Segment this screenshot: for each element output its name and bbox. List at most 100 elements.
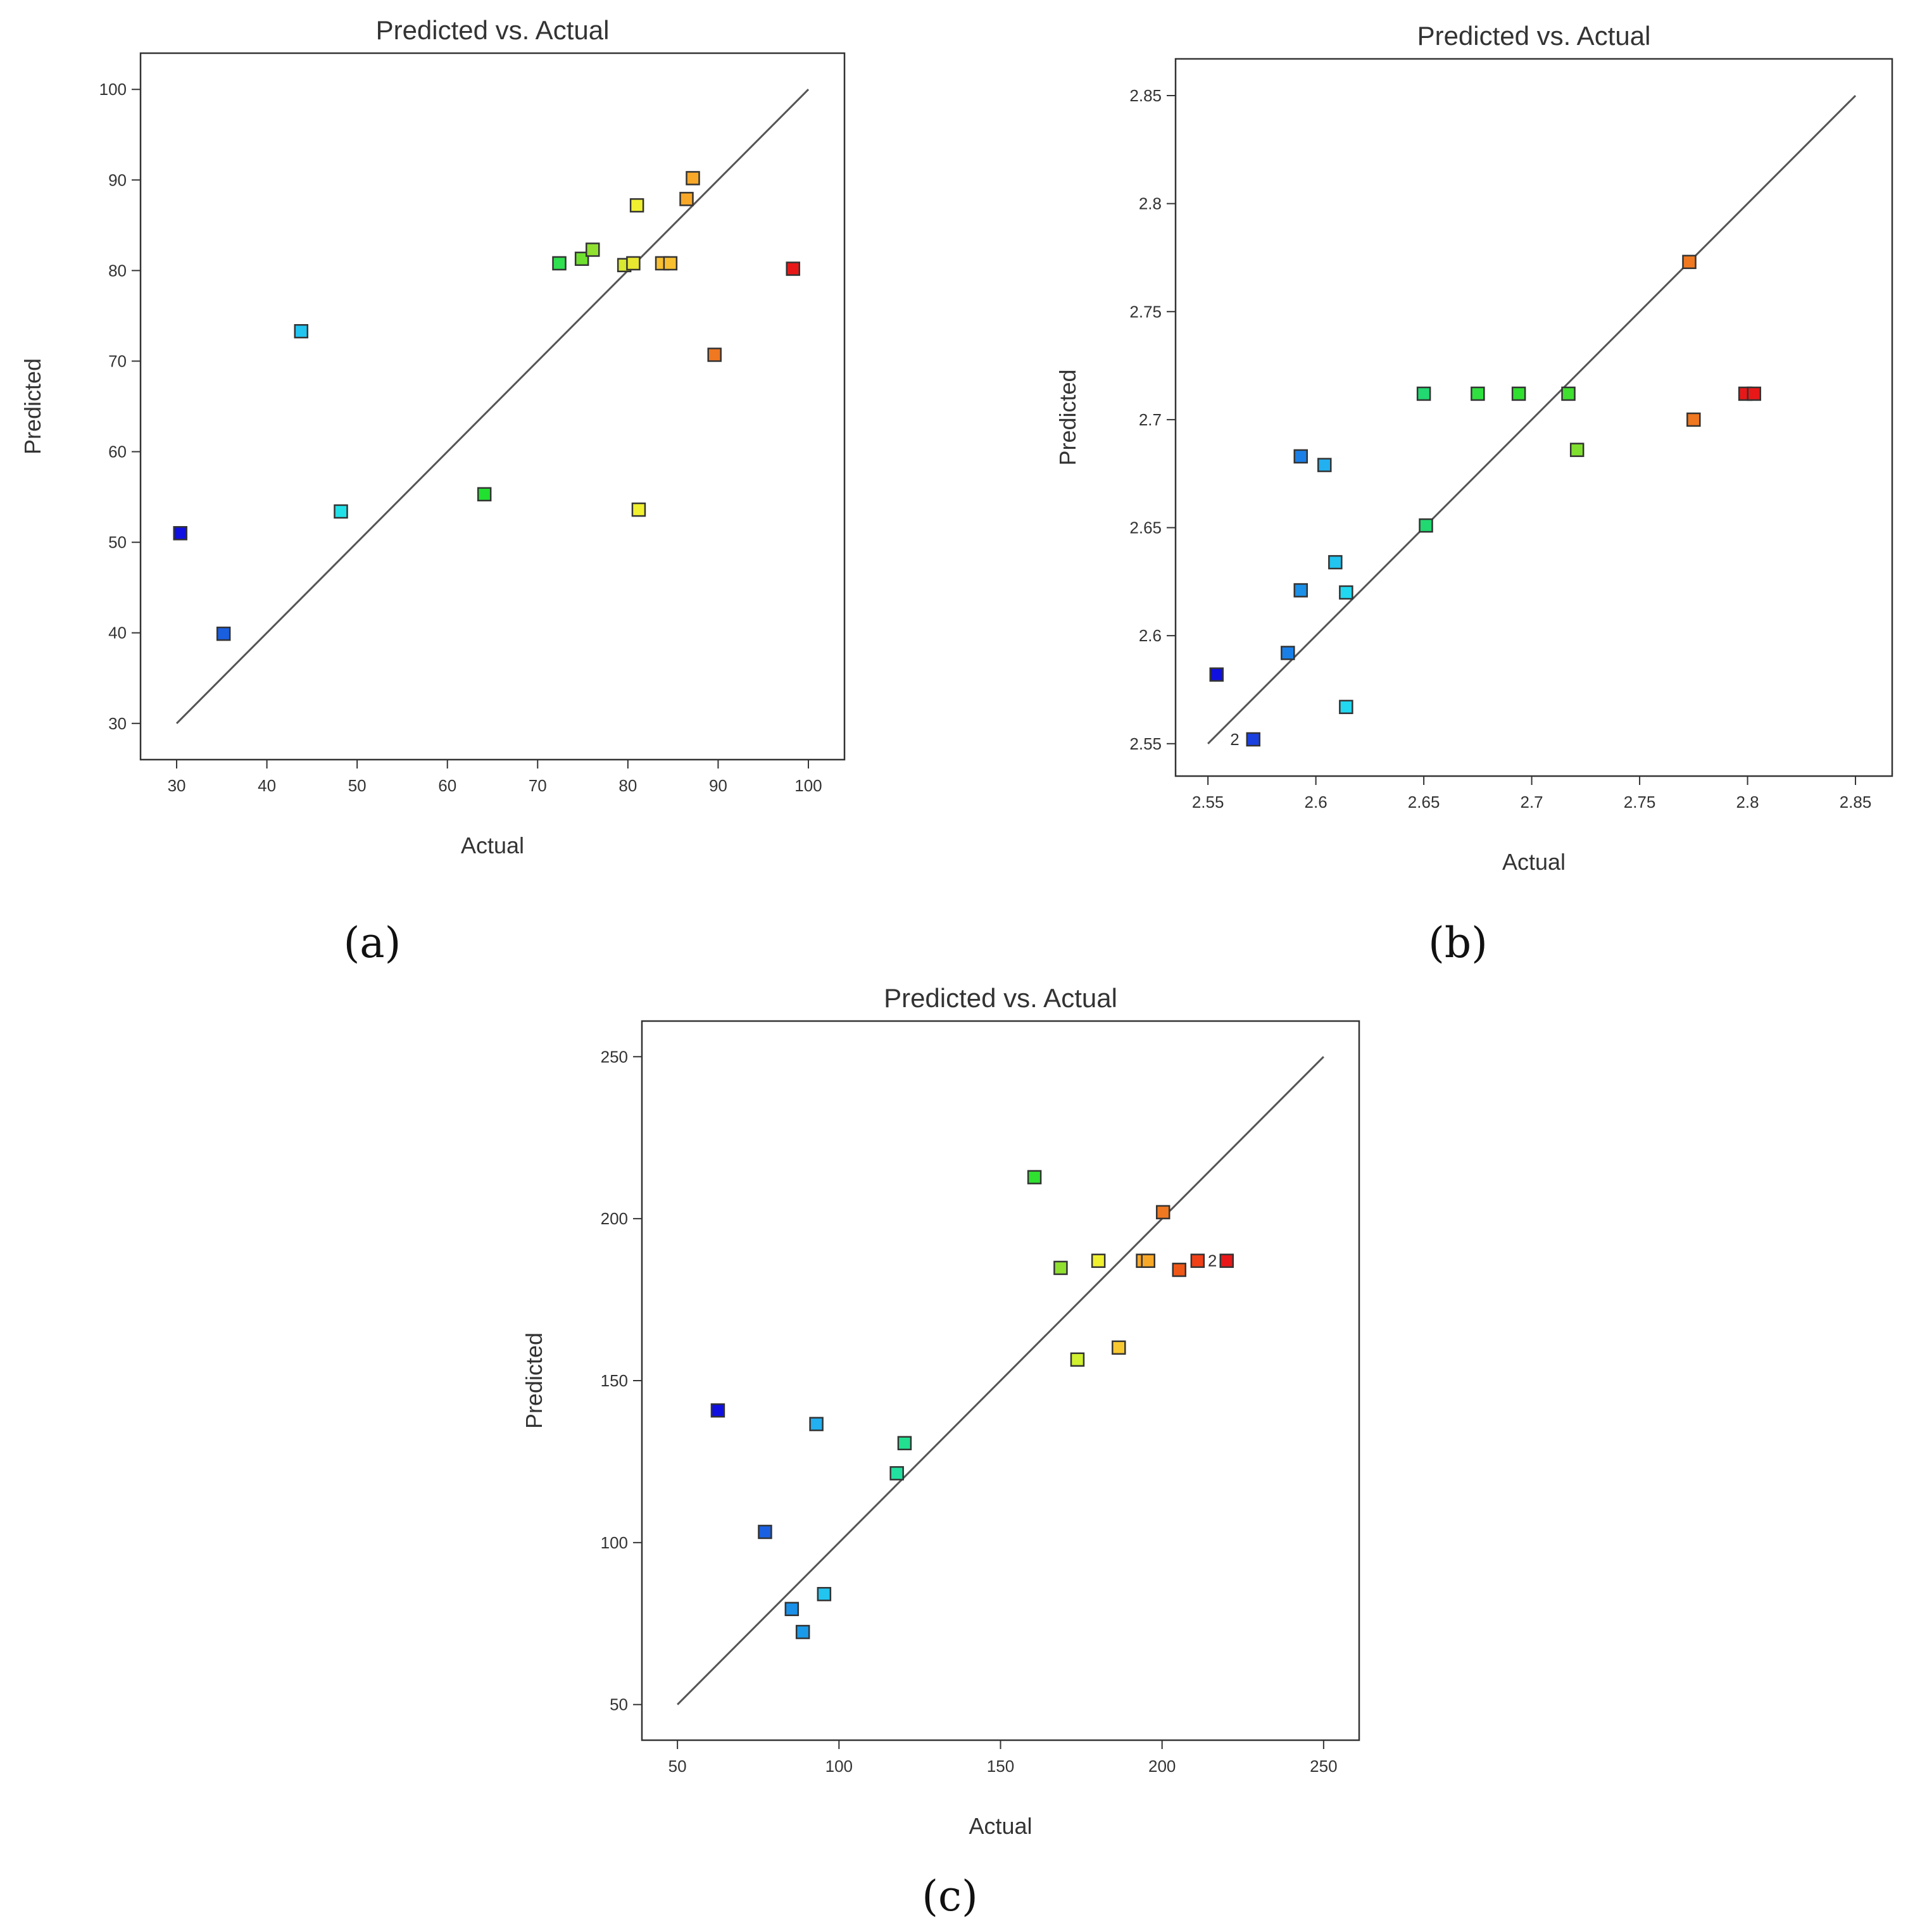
chart-title: Predicted vs. Actual bbox=[1417, 21, 1651, 51]
reference-line bbox=[677, 1056, 1324, 1705]
data-point bbox=[1747, 386, 1762, 401]
data-point bbox=[1141, 1253, 1155, 1268]
data-point bbox=[1569, 442, 1585, 457]
y-tick-label: 2.6 bbox=[1139, 626, 1162, 645]
data-point bbox=[574, 251, 589, 267]
data-point bbox=[758, 1524, 772, 1540]
data-point bbox=[817, 1586, 832, 1602]
data-point bbox=[686, 171, 700, 185]
x-tick-label: 100 bbox=[825, 1757, 853, 1776]
x-tick-label: 2.75 bbox=[1624, 793, 1656, 812]
data-point bbox=[334, 504, 348, 519]
x-tick-label: 150 bbox=[987, 1757, 1014, 1776]
x-tick-label: 90 bbox=[709, 776, 727, 795]
y-tick-label: 50 bbox=[610, 1695, 628, 1714]
y-tick-label: 150 bbox=[601, 1371, 628, 1390]
data-point bbox=[1471, 386, 1485, 401]
data-point bbox=[1339, 585, 1353, 600]
x-tick-label: 70 bbox=[529, 776, 547, 795]
x-tick-label: 250 bbox=[1310, 1757, 1337, 1776]
y-tick-label: 2.8 bbox=[1139, 194, 1162, 213]
chart-c: Predicted vs. Actual 50 100 150 200 250 50 100 1… bbox=[521, 983, 1360, 1921]
data-point bbox=[477, 487, 492, 502]
chart-a: Predicted vs. Actual 30 40 50 60 70 80 90 100 30 4… bbox=[20, 15, 846, 967]
y-tick-label: 100 bbox=[99, 80, 127, 99]
data-point bbox=[1027, 1170, 1042, 1184]
y-tick-label: 70 bbox=[108, 351, 127, 370]
data-point bbox=[1339, 699, 1353, 715]
reference-line bbox=[1207, 94, 1857, 744]
y-tick-label: 2.55 bbox=[1129, 734, 1162, 753]
data-point bbox=[1155, 1205, 1171, 1220]
data-point bbox=[795, 1624, 810, 1640]
x-tick-label: 50 bbox=[348, 776, 367, 795]
chart-b: Predicted vs. Actual 2.55 2.6 2.65 2.7 2.75 2.… bbox=[1055, 21, 1893, 967]
data-point bbox=[1511, 386, 1526, 401]
y-tick-label: 50 bbox=[108, 533, 127, 552]
y-axis-label: Predicted bbox=[1055, 369, 1081, 465]
y-tick-label: 30 bbox=[108, 714, 127, 733]
data-point bbox=[585, 242, 600, 257]
data-point bbox=[1091, 1253, 1106, 1268]
x-tick-label: 60 bbox=[438, 776, 456, 795]
y-tick-label: 200 bbox=[601, 1209, 628, 1228]
point-count-label: 2 bbox=[1208, 1251, 1217, 1270]
y-tick-label: 2.65 bbox=[1129, 518, 1162, 537]
x-tick-label: 40 bbox=[258, 776, 276, 795]
y-axis-label: Predicted bbox=[521, 1333, 547, 1429]
y-tick-label: 60 bbox=[108, 442, 127, 461]
x-tick-label: 2.8 bbox=[1736, 793, 1759, 812]
data-point bbox=[707, 348, 722, 362]
x-tick-label: 2.65 bbox=[1408, 793, 1440, 812]
data-point bbox=[1293, 449, 1309, 464]
x-axis-label: Actual bbox=[461, 832, 524, 858]
data-point bbox=[631, 502, 646, 517]
data-point bbox=[552, 256, 567, 271]
x-tick-label: 80 bbox=[618, 776, 637, 795]
data-point bbox=[710, 1403, 725, 1418]
y-tick-label: 2.7 bbox=[1139, 410, 1162, 429]
y-tick-label: 2.75 bbox=[1129, 302, 1162, 321]
data-point bbox=[216, 626, 231, 641]
data-point bbox=[629, 198, 644, 213]
data-point bbox=[1219, 1253, 1234, 1268]
panel-caption: (b) bbox=[1428, 919, 1488, 967]
panel-caption: (a) bbox=[344, 919, 401, 967]
y-tick-label: 2.85 bbox=[1129, 86, 1162, 105]
x-tick-label: 200 bbox=[1148, 1757, 1176, 1776]
panel-caption: (c) bbox=[922, 1872, 977, 1921]
y-tick-label: 250 bbox=[601, 1047, 628, 1066]
data-point bbox=[1053, 1260, 1068, 1276]
data-point bbox=[1328, 555, 1343, 570]
chart-title: Predicted vs. Actual bbox=[376, 15, 610, 45]
data-point bbox=[173, 526, 187, 541]
point-count-label: 2 bbox=[1230, 730, 1239, 749]
x-tick-label: 2.6 bbox=[1305, 793, 1327, 812]
data-point bbox=[626, 256, 641, 271]
y-tick-label: 90 bbox=[108, 170, 127, 189]
data-point bbox=[889, 1466, 904, 1481]
data-point bbox=[1112, 1340, 1126, 1355]
data-point bbox=[1561, 386, 1576, 401]
data-point bbox=[1070, 1352, 1085, 1367]
data-point bbox=[1682, 254, 1697, 270]
chart-title: Predicted vs. Actual bbox=[884, 983, 1117, 1013]
data-point bbox=[786, 261, 800, 276]
x-axis-label: Actual bbox=[969, 1813, 1032, 1839]
data-point bbox=[294, 323, 309, 339]
x-tick-label: 50 bbox=[668, 1757, 687, 1776]
reference-line bbox=[175, 89, 810, 724]
x-tick-label: 2.55 bbox=[1192, 793, 1224, 812]
x-axis-label: Actual bbox=[1502, 849, 1566, 875]
data-point bbox=[1293, 583, 1309, 598]
data-point bbox=[1172, 1262, 1186, 1277]
data-point bbox=[1419, 518, 1433, 533]
x-tick-label: 100 bbox=[794, 776, 822, 795]
data-point bbox=[663, 256, 678, 271]
x-tick-label: 2.85 bbox=[1840, 793, 1872, 812]
x-tick-label: 30 bbox=[168, 776, 186, 795]
data-point bbox=[1686, 412, 1701, 427]
y-tick-label: 80 bbox=[108, 261, 127, 280]
y-tick-label: 100 bbox=[601, 1533, 628, 1552]
